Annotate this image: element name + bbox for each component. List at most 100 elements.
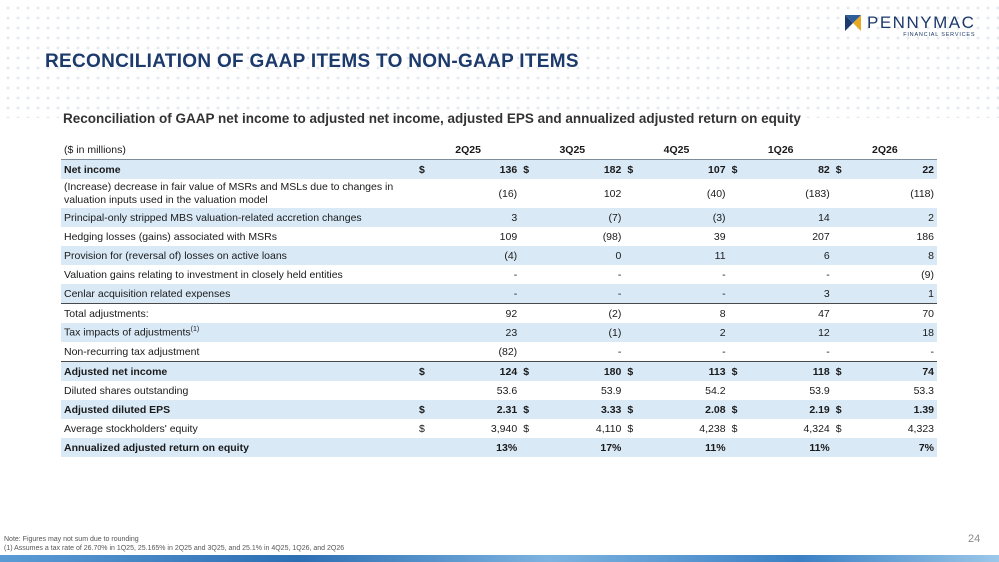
- cell-value: 2: [676, 323, 729, 342]
- cell-value: -: [572, 284, 625, 304]
- cell-value: 53.6: [496, 384, 518, 397]
- row-label: Valuation gains relating to investment i…: [64, 268, 343, 281]
- cell-value: 92: [505, 307, 518, 320]
- row-label: Adjusted net income: [61, 361, 416, 381]
- cell-value: -: [826, 268, 830, 281]
- table-row: Cenlar acquisition related expenses - - …: [61, 284, 937, 304]
- cell-value: 8: [719, 307, 726, 320]
- row-label: Diluted shares outstanding: [64, 384, 189, 397]
- table-row: Annualized adjusted return on equity 13%…: [61, 438, 937, 457]
- footnotes: Note: Figures may not sum due to roundin…: [4, 535, 344, 553]
- cell-value: 6: [780, 246, 833, 265]
- table-row: Hedging losses (gains) associated with M…: [61, 227, 937, 246]
- cell-value: 3.33: [572, 400, 625, 419]
- cell-value: 180: [572, 361, 625, 381]
- column-header: 2Q26: [832, 140, 937, 160]
- cell-value: (40): [706, 187, 726, 200]
- cell-value: (118): [910, 187, 934, 200]
- cell-value: 14: [780, 208, 833, 227]
- table-row: Valuation gains relating to investment i…: [61, 265, 937, 284]
- cell-value: 13%: [468, 438, 521, 457]
- cell-value: -: [676, 342, 729, 362]
- row-label: Adjusted diluted EPS: [61, 400, 416, 419]
- cell-value: 47: [818, 307, 830, 320]
- cell-value: 107: [676, 159, 729, 179]
- reconciliation-table: ($ in millions) 2Q25 3Q25 4Q25 1Q26 2Q26…: [61, 140, 937, 457]
- cell-value: 2.31: [468, 400, 521, 419]
- cell-value: (9): [921, 268, 934, 281]
- cell-value: 109: [499, 230, 518, 243]
- row-label: Annualized adjusted return on equity: [61, 438, 416, 457]
- row-label: Total adjustments:: [64, 307, 149, 320]
- cell-value: 53.9: [809, 384, 830, 397]
- currency-symbol: $: [523, 422, 530, 435]
- currency-symbol: $: [416, 400, 469, 419]
- table-row: Non-recurring tax adjustment (82) - - - …: [61, 342, 937, 362]
- cell-value: 22: [884, 159, 937, 179]
- cell-value: (2): [608, 307, 622, 320]
- cell-value: 136: [468, 159, 521, 179]
- cell-value: 11: [676, 246, 729, 265]
- cell-value: 1: [884, 284, 937, 304]
- row-label: Provision for (reversal of) losses on ac…: [61, 246, 416, 265]
- cell-value: 18: [884, 323, 937, 342]
- cell-value: 4,324: [803, 422, 830, 435]
- table-row: Adjusted net income $124 $180 $113 $118 …: [61, 361, 937, 381]
- dotted-background: [0, 0, 999, 118]
- cell-value: 54.2: [705, 384, 726, 397]
- row-label-text: Tax impacts of adjustments: [64, 326, 191, 339]
- table-row: (Increase) decrease in fair value of MSR…: [61, 179, 937, 208]
- logo-subtitle: FINANCIAL SERVICES: [903, 32, 976, 38]
- cell-value: (183): [805, 187, 830, 200]
- cell-value: (1): [572, 323, 625, 342]
- cell-value: 4,238: [699, 422, 726, 435]
- cell-value: 70: [922, 307, 934, 320]
- cell-value: 4,323: [907, 422, 934, 435]
- currency-symbol: $: [728, 400, 781, 419]
- rounding-note: Note: Figures may not sum due to roundin…: [4, 536, 139, 543]
- cell-value: 3: [468, 208, 521, 227]
- footnote-marker: (1): [190, 326, 200, 334]
- cell-value: 102: [603, 187, 622, 200]
- currency-symbol: $: [624, 400, 677, 419]
- column-header: 1Q26: [728, 140, 833, 160]
- currency-symbol: $: [416, 361, 469, 381]
- cell-value: 74: [884, 361, 937, 381]
- table-row: Total adjustments: 92 (2) 8 47 70: [61, 304, 937, 324]
- currency-symbol: $: [520, 361, 573, 381]
- cell-value: 39: [713, 230, 726, 243]
- row-label: Hedging losses (gains) associated with M…: [64, 230, 278, 243]
- currency-symbol: $: [832, 400, 885, 419]
- row-label: (Increase) decrease in fair value of MSR…: [64, 180, 394, 206]
- currency-symbol: $: [832, 361, 885, 381]
- column-header: 4Q25: [624, 140, 729, 160]
- cell-value: -: [884, 342, 937, 362]
- pennymac-logo: PENNYMAC FINANCIAL SERVICES: [845, 13, 975, 38]
- cell-value: 53.9: [600, 384, 622, 397]
- currency-symbol: $: [835, 422, 842, 435]
- cell-value: 186: [916, 230, 934, 243]
- cell-value: 118: [780, 361, 833, 381]
- row-label: Cenlar acquisition related expenses: [61, 284, 416, 304]
- row-label: Net income: [61, 159, 416, 179]
- cell-value: (3): [676, 208, 729, 227]
- cell-value: (16): [498, 187, 518, 200]
- cell-value: (7): [572, 208, 625, 227]
- currency-symbol: $: [624, 159, 677, 179]
- cell-value: 2.19: [780, 400, 833, 419]
- row-label: Non-recurring tax adjustment: [61, 342, 416, 362]
- table-row: Principal-only stripped MBS valuation-re…: [61, 208, 937, 227]
- cell-value: (82): [468, 342, 521, 362]
- cell-value: (98): [602, 230, 622, 243]
- cell-value: -: [617, 268, 622, 281]
- page-number: 24: [968, 533, 981, 545]
- cell-value: 17%: [572, 438, 625, 457]
- currency-symbol: $: [728, 159, 781, 179]
- row-label: Tax impacts of adjustments(1): [61, 323, 416, 342]
- page-title: RECONCILIATION OF GAAP ITEMS TO NON-GAAP…: [45, 51, 579, 72]
- table-row: Net income $136 $182 $107 $82 $22: [61, 159, 937, 179]
- column-header: 3Q25: [520, 140, 625, 160]
- cell-value: 3,940: [490, 422, 518, 435]
- cell-value: 1.39: [884, 400, 937, 419]
- cell-value: 12: [780, 323, 833, 342]
